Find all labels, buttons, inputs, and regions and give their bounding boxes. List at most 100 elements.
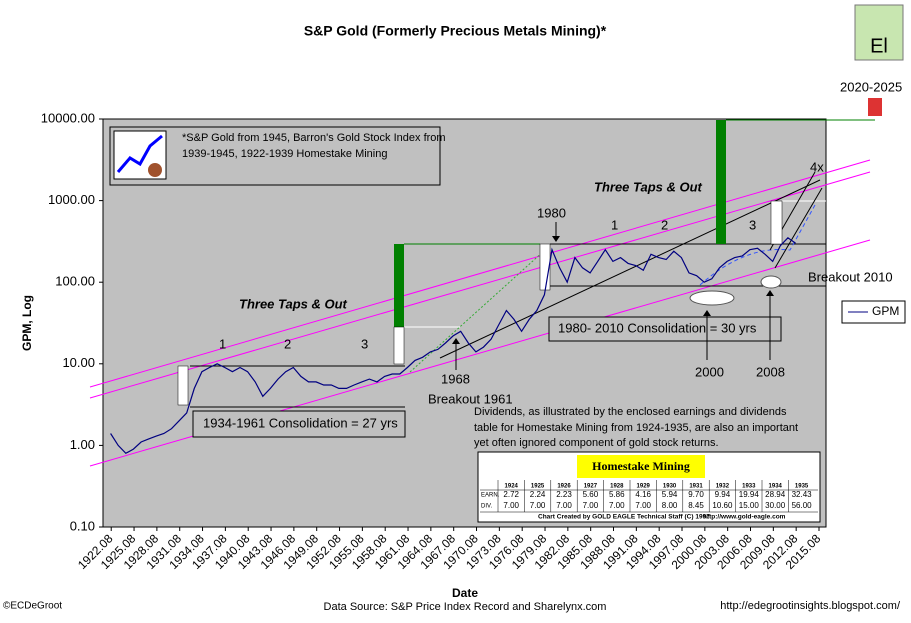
green-bar: [394, 244, 404, 327]
annotation: *S&P Gold from 1945, Barron's Gold Stock…: [182, 132, 446, 144]
blog-url: http://edegrootinsights.blogspot.com/: [720, 600, 901, 612]
table-cell: 10.60: [712, 501, 733, 510]
marker-ellipse: [689, 290, 735, 306]
channel-line: [89, 159, 871, 388]
annotation: Three Taps & Out: [594, 179, 703, 194]
arrow: [452, 338, 460, 344]
table-header: 1932: [716, 484, 730, 490]
table-credit: Chart Created by GOLD EAGLE Technical St…: [538, 514, 710, 521]
white-bar: [177, 365, 189, 406]
annotation: 3: [749, 217, 756, 232]
table-header: 1934: [769, 484, 783, 490]
y-tick-label: 10000.00: [41, 110, 95, 125]
white-bar: [770, 200, 783, 245]
annotation: Breakout 2010: [808, 269, 893, 284]
table-header: 1928: [610, 484, 624, 490]
annotation: 1: [219, 336, 226, 351]
annotation: yet often ignored component of gold stoc…: [474, 437, 719, 449]
annotation: table for Homestake Mining from 1924-193…: [474, 422, 798, 434]
legend-label: GPM: [872, 304, 899, 318]
chart-title: S&P Gold (Formerly Precious Metals Minin…: [304, 23, 607, 39]
table-url: http://www.gold-eagle.com: [703, 514, 786, 521]
table-header: 1931: [689, 484, 703, 490]
annotation: 2000: [695, 364, 724, 379]
period-icon: [868, 98, 882, 116]
table-cell: 5.94: [662, 490, 678, 499]
y-tick-label: 100.00: [55, 274, 95, 289]
table-cell: 7.00: [530, 501, 546, 510]
y-axis-label: GPM, Log: [20, 295, 34, 351]
annotation: 1980- 2010 Consolidation = 30 yrs: [558, 320, 757, 335]
table-cell: 2.23: [556, 490, 572, 499]
note-icon: [116, 134, 163, 173]
inset-title: Homestake Mining: [592, 459, 690, 473]
table-row-label: DIV.: [481, 504, 492, 510]
annotation: 1968: [441, 371, 470, 386]
white-bar: [393, 326, 405, 365]
table-cell: 2.24: [530, 490, 546, 499]
annotation: 3: [361, 336, 368, 351]
annotation-box: [192, 410, 406, 438]
annotation: 1934-1961 Consolidation = 27 yrs: [203, 415, 398, 430]
annotation-box: [548, 316, 782, 342]
table-cell: 30.00: [765, 501, 786, 510]
table-cell: 7.00: [635, 501, 651, 510]
copyright: ©ECDeGroot: [3, 601, 62, 612]
table-cell: 8.45: [688, 501, 704, 510]
table-header: 1927: [584, 484, 598, 490]
trend-line: [699, 204, 816, 286]
table-cell: 7.00: [556, 501, 572, 510]
decorations: [89, 4, 904, 523]
annotation: Dividends, as illustrated by the enclose…: [474, 406, 787, 418]
table-header: 1929: [637, 484, 651, 490]
table-header: 1925: [531, 484, 545, 490]
logo: [854, 4, 904, 61]
annotation: 2008: [756, 364, 785, 379]
arrow: [552, 236, 560, 242]
annotation: Three Taps & Out: [239, 296, 348, 311]
annotation: 2020-2025: [840, 79, 902, 94]
table-header: 1926: [557, 484, 571, 490]
table-cell: 32.43: [792, 490, 813, 499]
channel-line: [89, 171, 871, 399]
annotation: 2: [284, 336, 291, 351]
table-header: 1930: [663, 484, 677, 490]
y-tick-label: 0.10: [70, 518, 95, 533]
green-bar: [716, 120, 726, 244]
table-cell: 56.00: [792, 501, 813, 510]
table-cell: 7.00: [609, 501, 625, 510]
table-cell: 2.72: [503, 490, 519, 499]
marker-ellipse: [760, 275, 782, 289]
table-cell: 9.94: [715, 490, 731, 499]
y-tick-label: 1000.00: [48, 192, 95, 207]
arrow: [703, 310, 711, 316]
logo-text: El: [870, 35, 888, 57]
legend-box: [841, 300, 906, 324]
trend-line: [774, 187, 823, 269]
table-cell: 4.16: [635, 490, 651, 499]
table-cell: 15.00: [739, 501, 760, 510]
y-tick-label: 1.00: [70, 437, 95, 452]
table-cell: 5.60: [583, 490, 599, 499]
y-tick-label: 10.00: [62, 355, 95, 370]
table-cell: 28.94: [765, 490, 786, 499]
table-header: 1935: [795, 484, 809, 490]
annotation: 1939-1945, 1922-1939 Homestake Mining: [182, 148, 387, 160]
trend-line: [439, 179, 821, 359]
annotation: Breakout 1961: [428, 391, 513, 406]
annotation: 1980: [537, 205, 566, 220]
table-header: 1933: [742, 484, 756, 490]
inset-title-bg: [577, 455, 705, 478]
table-cell: 7.00: [583, 501, 599, 510]
table-cell: 8.00: [662, 501, 678, 510]
table-header: 1924: [505, 484, 519, 490]
table-cell: 9.70: [688, 490, 704, 499]
annotation: 2: [661, 217, 668, 232]
note-icon: [148, 163, 162, 177]
annotation: 4x: [810, 159, 824, 174]
table-cell: 19.94: [739, 490, 760, 499]
data-source: Data Source: S&P Price Index Record and …: [324, 601, 607, 613]
x-axis-label: Date: [452, 586, 478, 600]
table-row-label: EARN.: [481, 493, 500, 499]
